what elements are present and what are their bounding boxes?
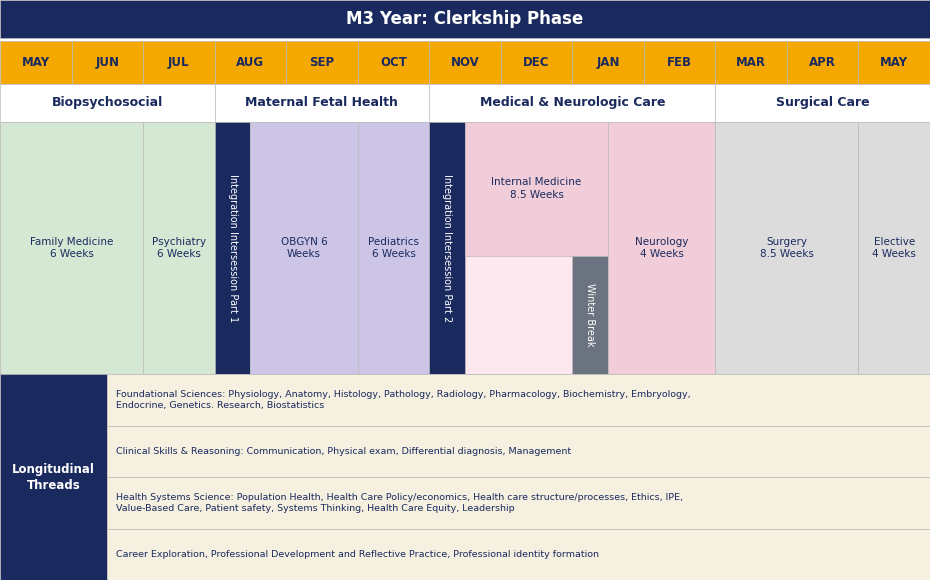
Text: Family Medicine
6 Weeks: Family Medicine 6 Weeks bbox=[30, 237, 113, 259]
FancyBboxPatch shape bbox=[250, 122, 358, 374]
FancyBboxPatch shape bbox=[858, 122, 930, 374]
FancyBboxPatch shape bbox=[572, 41, 644, 84]
FancyBboxPatch shape bbox=[430, 84, 715, 122]
Text: MAY: MAY bbox=[21, 56, 50, 69]
Text: JUN: JUN bbox=[95, 56, 119, 69]
Text: JAN: JAN bbox=[596, 56, 619, 69]
Text: Surgical Care: Surgical Care bbox=[776, 96, 870, 110]
FancyBboxPatch shape bbox=[215, 84, 430, 122]
Text: DEC: DEC bbox=[524, 56, 550, 69]
FancyBboxPatch shape bbox=[0, 122, 215, 374]
FancyBboxPatch shape bbox=[215, 122, 250, 374]
Text: FEB: FEB bbox=[667, 56, 692, 69]
FancyBboxPatch shape bbox=[430, 122, 715, 374]
FancyBboxPatch shape bbox=[500, 41, 572, 84]
Text: SEP: SEP bbox=[310, 56, 335, 69]
Text: AUG: AUG bbox=[236, 56, 264, 69]
FancyBboxPatch shape bbox=[465, 122, 608, 256]
Text: NOV: NOV bbox=[451, 56, 479, 69]
FancyBboxPatch shape bbox=[644, 41, 715, 84]
FancyBboxPatch shape bbox=[0, 122, 143, 374]
Text: Pediatrics
6 Weeks: Pediatrics 6 Weeks bbox=[368, 237, 418, 259]
FancyBboxPatch shape bbox=[358, 122, 430, 374]
Text: APR: APR bbox=[809, 56, 836, 69]
Text: OCT: OCT bbox=[380, 56, 407, 69]
FancyBboxPatch shape bbox=[715, 41, 787, 84]
FancyBboxPatch shape bbox=[715, 84, 930, 122]
Text: Internal Medicine
8.5 Weeks: Internal Medicine 8.5 Weeks bbox=[491, 177, 581, 200]
Text: Health Systems Science: Population Health, Health Care Policy/economics, Health : Health Systems Science: Population Healt… bbox=[116, 492, 683, 513]
Text: OBGYN 6
Weeks: OBGYN 6 Weeks bbox=[281, 237, 327, 259]
FancyBboxPatch shape bbox=[430, 122, 465, 374]
Text: Foundational Sciences: Physiology, Anatomy, Histology, Pathology, Radiology, Pha: Foundational Sciences: Physiology, Anato… bbox=[116, 390, 690, 410]
FancyBboxPatch shape bbox=[0, 41, 72, 84]
FancyBboxPatch shape bbox=[143, 122, 215, 374]
Text: Integration Intersession Part 2: Integration Intersession Part 2 bbox=[442, 174, 452, 322]
Text: Neurology
4 Weeks: Neurology 4 Weeks bbox=[635, 237, 688, 259]
Text: Biopsychosocial: Biopsychosocial bbox=[52, 96, 163, 110]
FancyBboxPatch shape bbox=[715, 122, 930, 374]
Text: M3 Year: Clerkship Phase: M3 Year: Clerkship Phase bbox=[346, 10, 584, 28]
FancyBboxPatch shape bbox=[72, 41, 143, 84]
FancyBboxPatch shape bbox=[0, 0, 930, 38]
FancyBboxPatch shape bbox=[0, 84, 215, 122]
FancyBboxPatch shape bbox=[286, 41, 358, 84]
FancyBboxPatch shape bbox=[107, 477, 930, 528]
FancyBboxPatch shape bbox=[107, 374, 930, 426]
Text: Longitudinal
Threads: Longitudinal Threads bbox=[12, 463, 95, 492]
FancyBboxPatch shape bbox=[107, 528, 930, 580]
FancyBboxPatch shape bbox=[107, 426, 930, 477]
Text: Psychiatry
6 Weeks: Psychiatry 6 Weeks bbox=[152, 237, 206, 259]
Text: Medical & Neurologic Care: Medical & Neurologic Care bbox=[480, 96, 665, 110]
Text: Elective
4 Weeks: Elective 4 Weeks bbox=[872, 237, 916, 259]
Text: Winter Break: Winter Break bbox=[585, 283, 595, 347]
Text: MAR: MAR bbox=[737, 56, 766, 69]
Text: Maternal Fetal Health: Maternal Fetal Health bbox=[246, 96, 398, 110]
Text: Career Exploration, Professional Development and Reflective Practice, Profession: Career Exploration, Professional Develop… bbox=[116, 550, 599, 559]
Text: Clinical Skills & Reasoning: Communication, Physical exam, Differential diagnosi: Clinical Skills & Reasoning: Communicati… bbox=[116, 447, 571, 456]
Text: MAY: MAY bbox=[880, 56, 909, 69]
FancyBboxPatch shape bbox=[143, 41, 215, 84]
FancyBboxPatch shape bbox=[608, 122, 715, 374]
Text: Surgery
8.5 Weeks: Surgery 8.5 Weeks bbox=[760, 237, 814, 259]
Text: JUL: JUL bbox=[168, 56, 190, 69]
FancyBboxPatch shape bbox=[430, 41, 500, 84]
FancyBboxPatch shape bbox=[787, 41, 858, 84]
FancyBboxPatch shape bbox=[215, 41, 286, 84]
FancyBboxPatch shape bbox=[715, 122, 858, 374]
FancyBboxPatch shape bbox=[858, 41, 930, 84]
FancyBboxPatch shape bbox=[358, 41, 430, 84]
FancyBboxPatch shape bbox=[215, 122, 430, 374]
Text: Integration Intersession Part 1: Integration Intersession Part 1 bbox=[228, 174, 237, 322]
FancyBboxPatch shape bbox=[0, 374, 107, 580]
FancyBboxPatch shape bbox=[572, 256, 608, 374]
